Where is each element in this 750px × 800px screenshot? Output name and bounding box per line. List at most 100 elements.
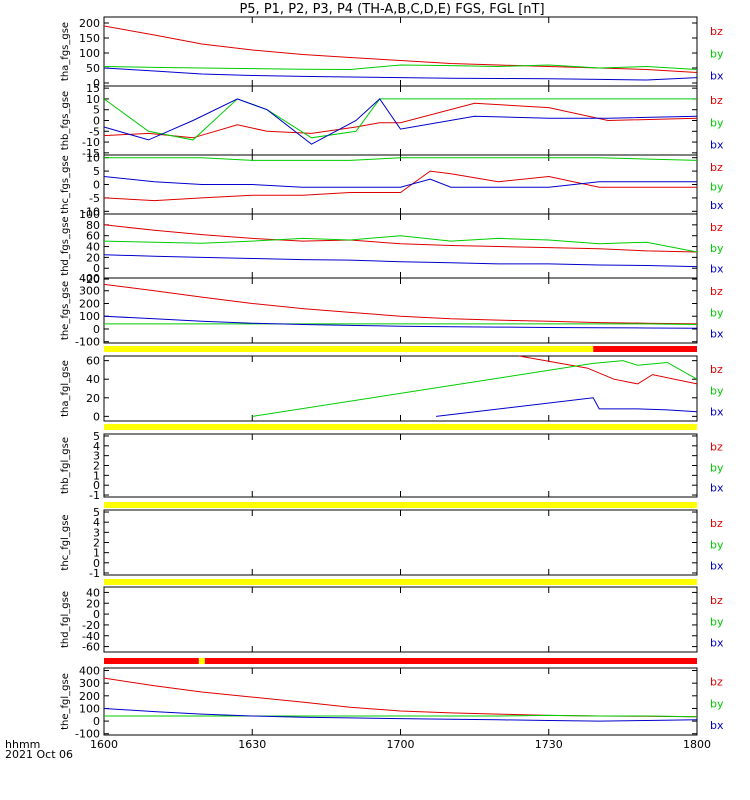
y-tick-label: 0 [93, 323, 100, 336]
legend-bx: bx [710, 405, 724, 418]
y-tick-label: 0 [93, 557, 100, 570]
legend-bz: bz [710, 161, 723, 174]
y-tick-label: 40 [86, 241, 100, 254]
legend-bz: bz [710, 94, 723, 107]
x-tick-label: 1630 [238, 738, 266, 751]
y-tick-label: 0 [93, 115, 100, 128]
y-tick-label: 1 [93, 469, 100, 482]
x-tick-label: 1700 [387, 738, 415, 751]
y-tick-label: 300 [79, 285, 100, 298]
y-tick-label: -15 [82, 147, 100, 160]
legend-bz: bz [710, 441, 723, 454]
legend-bz: bz [710, 25, 723, 38]
time-axis: 1600 1630 1700 1730 1800 [90, 738, 711, 751]
y-tick-label: 10 [86, 93, 100, 106]
legend-bz: bz [710, 675, 723, 688]
y-tick-label: 100 [79, 310, 100, 323]
series-bx-line [103, 708, 698, 722]
legend-by: by [710, 180, 724, 193]
y-tick-label: 150 [79, 32, 100, 45]
y-tick-label: 4 [93, 440, 100, 453]
y-tick-label: 100 [79, 47, 100, 60]
y-tick-label: 20 [86, 597, 100, 610]
series-bz-line [103, 283, 698, 325]
y-tick-label: 60 [86, 230, 100, 243]
y-tick-label: 40 [86, 586, 100, 599]
legend-bx: bx [710, 719, 724, 732]
series-bz-line [519, 355, 698, 385]
y-tick-label: -20 [82, 619, 100, 632]
y-tick-label: 200 [79, 297, 100, 310]
y-tick-label: 400 [79, 272, 100, 285]
legend-bz: bz [710, 363, 723, 376]
series-bz-line [103, 677, 698, 718]
legend-bz: bz [710, 594, 723, 607]
flag-segment-yellow [104, 346, 594, 352]
y-axis-label: thd_fgl_gse [60, 591, 71, 648]
y-tick-label: 80 [86, 219, 100, 232]
flag-segment-red [593, 346, 697, 352]
panel-frame [103, 213, 698, 279]
y-tick-label: 5 [93, 506, 100, 519]
y-tick-label: 10 [86, 152, 100, 165]
series-bz-line [103, 25, 698, 73]
series-bx-line [103, 98, 698, 145]
legend-bx: bx [710, 559, 724, 572]
panel-frame [103, 667, 698, 736]
series-bx-line [103, 254, 698, 268]
y-tick-label: 3 [93, 526, 100, 539]
panel-frame [103, 277, 698, 344]
panel-frame [103, 154, 698, 215]
y-tick-label: 60 [86, 355, 100, 368]
y-tick-label: -100 [75, 336, 100, 349]
y-axis-label: thd_fgs_gse [60, 216, 71, 275]
y-tick-label: -1 [89, 567, 100, 580]
series-by-line [104, 157, 698, 161]
legend-by: by [710, 615, 724, 628]
x-tick-label: 1730 [535, 738, 563, 751]
y-tick-label: -40 [82, 630, 100, 643]
x-tick-label: 1600 [90, 738, 118, 751]
y-tick-label: 5 [93, 165, 100, 178]
flag-bar [104, 424, 697, 430]
panel-tha_fgl_gse: 60 40 20 0 tha_fgl_gse bz by bx [60, 355, 724, 424]
legend-by: by [710, 48, 724, 61]
y-tick-label: 50 [86, 62, 100, 75]
panel-frame [103, 586, 698, 653]
series-bz-line [103, 170, 697, 202]
flag-bar [104, 658, 697, 664]
legend-bz: bz [710, 285, 723, 298]
legend-bx: bx [710, 70, 724, 83]
y-axis-label: the_fgs_gse [60, 281, 71, 340]
series-bx-line [103, 67, 698, 81]
y-axis-label: thc_fgl_gse [60, 514, 71, 570]
series-bx-line [103, 315, 698, 329]
y-tick-label: -100 [75, 728, 100, 741]
y-tick-label: 200 [79, 690, 100, 703]
legend-by: by [710, 306, 724, 319]
y-tick-label: 0 [93, 410, 100, 423]
series-by-line [103, 235, 698, 253]
x-tick-label: 1800 [683, 738, 711, 751]
flag-bar [104, 502, 697, 508]
series-by-line [104, 323, 698, 325]
y-tick-label: 400 [79, 665, 100, 678]
legend-by: by [710, 538, 724, 551]
flag-bar [104, 579, 697, 585]
series-by-line [252, 360, 698, 417]
legend-bx: bx [710, 327, 724, 340]
panel-frame [103, 355, 698, 422]
y-tick-label: 20 [86, 392, 100, 405]
legend-bz: bz [710, 517, 723, 530]
series-by-line [104, 714, 698, 718]
series-by-line [103, 64, 698, 71]
y-tick-label: -20 [82, 273, 100, 286]
flag-segment-red [204, 658, 697, 664]
flag-bar [104, 346, 697, 352]
series-bz-line [103, 102, 698, 139]
